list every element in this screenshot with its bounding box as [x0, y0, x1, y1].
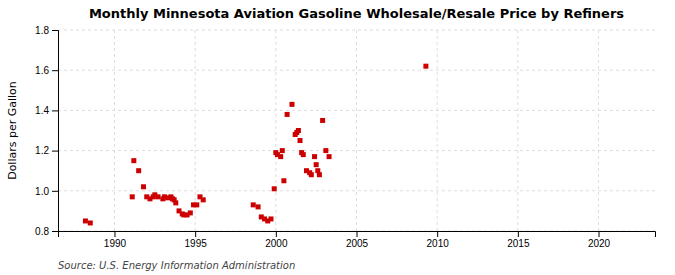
y-grid-line: [58, 150, 655, 151]
y-tick-label: 1.4: [35, 105, 49, 116]
x-tick-mark: [518, 231, 519, 237]
x-tick-mark: [195, 231, 196, 237]
x-grid-line: [356, 30, 357, 231]
point: [130, 194, 135, 199]
x-tick-mark: [599, 231, 600, 237]
y-tick-mark: [52, 70, 58, 71]
point: [188, 210, 193, 215]
grid: [58, 30, 655, 231]
plot: 1990 1995 2000 2005 2010 2015 2020 0.8 1.0 1.2 1.4…: [35, 25, 655, 249]
x-tick-label: 2005: [346, 238, 369, 249]
x-grid-line: [195, 30, 196, 231]
y-grid-line: [58, 30, 655, 31]
point: [320, 118, 325, 123]
y-grid-line: [58, 190, 655, 191]
point: [423, 64, 428, 69]
title: Monthly Minnesota Aviation Gasoline Whol…: [89, 6, 624, 21]
x-grid-line: [437, 30, 438, 231]
point: [327, 154, 332, 159]
point: [323, 148, 328, 153]
point: [251, 202, 256, 207]
point: [281, 178, 286, 183]
x-tick-mark: [276, 231, 277, 237]
y-tick-label: 1.8: [35, 25, 49, 36]
y-tick: 1.8: [35, 25, 58, 36]
y-tick: 1.2: [35, 145, 58, 156]
point: [256, 204, 261, 209]
point: [131, 158, 136, 163]
x-tick-label: 1990: [104, 238, 127, 249]
y-tick-mark: [52, 151, 58, 152]
points: [83, 64, 428, 226]
point: [268, 216, 273, 221]
x-tick: 1995: [185, 231, 208, 249]
x-tick-mark: [357, 231, 358, 237]
x-tick-mark: [114, 231, 115, 237]
x-tick: 2000: [265, 231, 288, 249]
point: [272, 186, 277, 191]
y-axis-line: [52, 31, 59, 232]
point: [301, 152, 306, 157]
point: [194, 202, 199, 207]
y-tick: 1.6: [35, 65, 58, 76]
y-tick-mark: [52, 231, 58, 232]
x-tick: 2020: [588, 231, 611, 249]
x-tick: 1990: [104, 231, 127, 249]
point: [201, 197, 206, 202]
y-tick-label: 0.8: [35, 226, 49, 237]
point: [136, 168, 141, 173]
y-tick-mark: [52, 110, 58, 111]
y-axis-title: Dollars per Gallon: [6, 81, 19, 180]
y-tick: 1.4: [35, 105, 58, 116]
y-tick: 1.0: [35, 186, 58, 197]
x-grid-line: [275, 30, 276, 231]
point: [298, 138, 303, 143]
x-grid-line: [114, 30, 115, 231]
point: [156, 194, 161, 199]
x-tick-label: 2010: [427, 238, 450, 249]
point: [317, 172, 322, 177]
point: [280, 148, 285, 153]
point: [88, 220, 93, 225]
point: [309, 172, 314, 177]
y-tick-label: 1.0: [35, 186, 49, 197]
point: [314, 162, 319, 167]
x-tick-label: 2015: [507, 238, 530, 249]
y-tick: 0.8: [35, 226, 58, 237]
x-axis-line: [59, 232, 656, 238]
x-tick-label: 2020: [588, 238, 611, 249]
point: [289, 102, 294, 107]
point: [278, 154, 283, 159]
y-axis: 0.8 1.0 1.2 1.4 1.6 1.8: [35, 25, 58, 237]
x-axis: 1990 1995 2000 2005 2010 2015 2020: [59, 231, 656, 249]
x-tick: 2010: [427, 231, 450, 249]
x-tick: 2005: [346, 231, 369, 249]
x-tick: 2015: [507, 231, 530, 249]
x-tick-label: 2000: [265, 238, 288, 249]
x-tick-label: 1995: [185, 238, 208, 249]
point: [296, 128, 301, 133]
point: [141, 184, 146, 189]
x-grid-line: [598, 30, 599, 231]
y-tick-label: 1.6: [35, 65, 49, 76]
y-grid-line: [58, 110, 655, 111]
point: [173, 200, 178, 205]
annotation: Source: U.S. Energy Information Administ…: [58, 260, 295, 271]
point: [285, 112, 290, 117]
y-grid-line: [58, 70, 655, 71]
point: [312, 154, 317, 159]
x-tick-mark: [437, 231, 438, 237]
x-grid-line: [517, 30, 518, 231]
y-tick-label: 1.2: [35, 145, 49, 156]
point: [83, 218, 88, 223]
chart: 1990 1995 2000 2005 2010 2015 2020 0.8 1.0 1.2 1.4…: [0, 0, 675, 275]
y-tick-mark: [52, 30, 58, 31]
y-tick-mark: [52, 191, 58, 192]
